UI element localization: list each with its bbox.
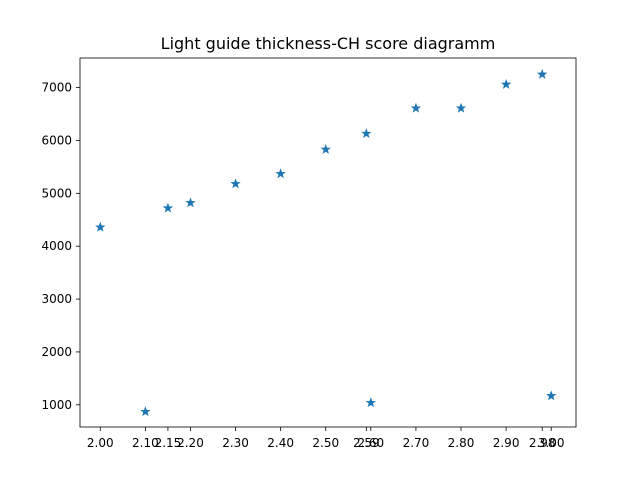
y-tick-label: 5000 (41, 186, 72, 200)
chart-title: Light guide thickness-CH score diagramm (161, 34, 496, 53)
data-point (536, 68, 548, 79)
x-tick-label: 2.30 (222, 436, 249, 450)
x-tick-label: 2.80 (448, 436, 475, 450)
data-point (361, 128, 372, 139)
y-tick-label: 2000 (41, 345, 72, 359)
ticks: 2.00 2.102.152.20 2.30 2.40 2.50 2.592.60 2.70… (41, 81, 564, 450)
x-tick-label: 2.00 (87, 436, 114, 450)
x-tick-label: 2.60 (357, 436, 384, 450)
x-tick-label: 2.40 (267, 436, 294, 450)
y-tick-label: 4000 (41, 239, 72, 253)
x-tick-label: 2.70 (403, 436, 430, 450)
data-point (162, 202, 174, 213)
x-tick-label: 2.98 (529, 436, 556, 450)
x-tick-label: 3.00 (538, 436, 565, 450)
y-tick-label: 3000 (41, 292, 72, 306)
data-point (140, 406, 151, 417)
y-tick-label: 6000 (41, 133, 72, 147)
data-point (365, 397, 377, 408)
plot-frame (79, 57, 577, 428)
x-tick-label: 2.50 (312, 436, 339, 450)
x-tick-label: 2.59 (353, 436, 380, 450)
x-tick-label: 2.20 (177, 436, 204, 450)
y-tick-label: 1000 (41, 398, 72, 412)
x-tick-label: 2.15 (155, 436, 182, 450)
data-point (95, 221, 106, 232)
data-point (410, 102, 422, 113)
x-tick-label: 2.10 (132, 436, 159, 450)
data-point (230, 178, 241, 189)
x-tick-label: 2.90 (493, 436, 520, 450)
data-point (185, 197, 196, 208)
data-point (500, 78, 512, 89)
data-point (546, 390, 557, 401)
data-point (275, 168, 286, 179)
data-points (95, 68, 557, 417)
data-point (320, 143, 331, 154)
data-point (455, 102, 467, 113)
axes (79, 57, 577, 428)
y-tick-label: 7000 (41, 81, 72, 95)
